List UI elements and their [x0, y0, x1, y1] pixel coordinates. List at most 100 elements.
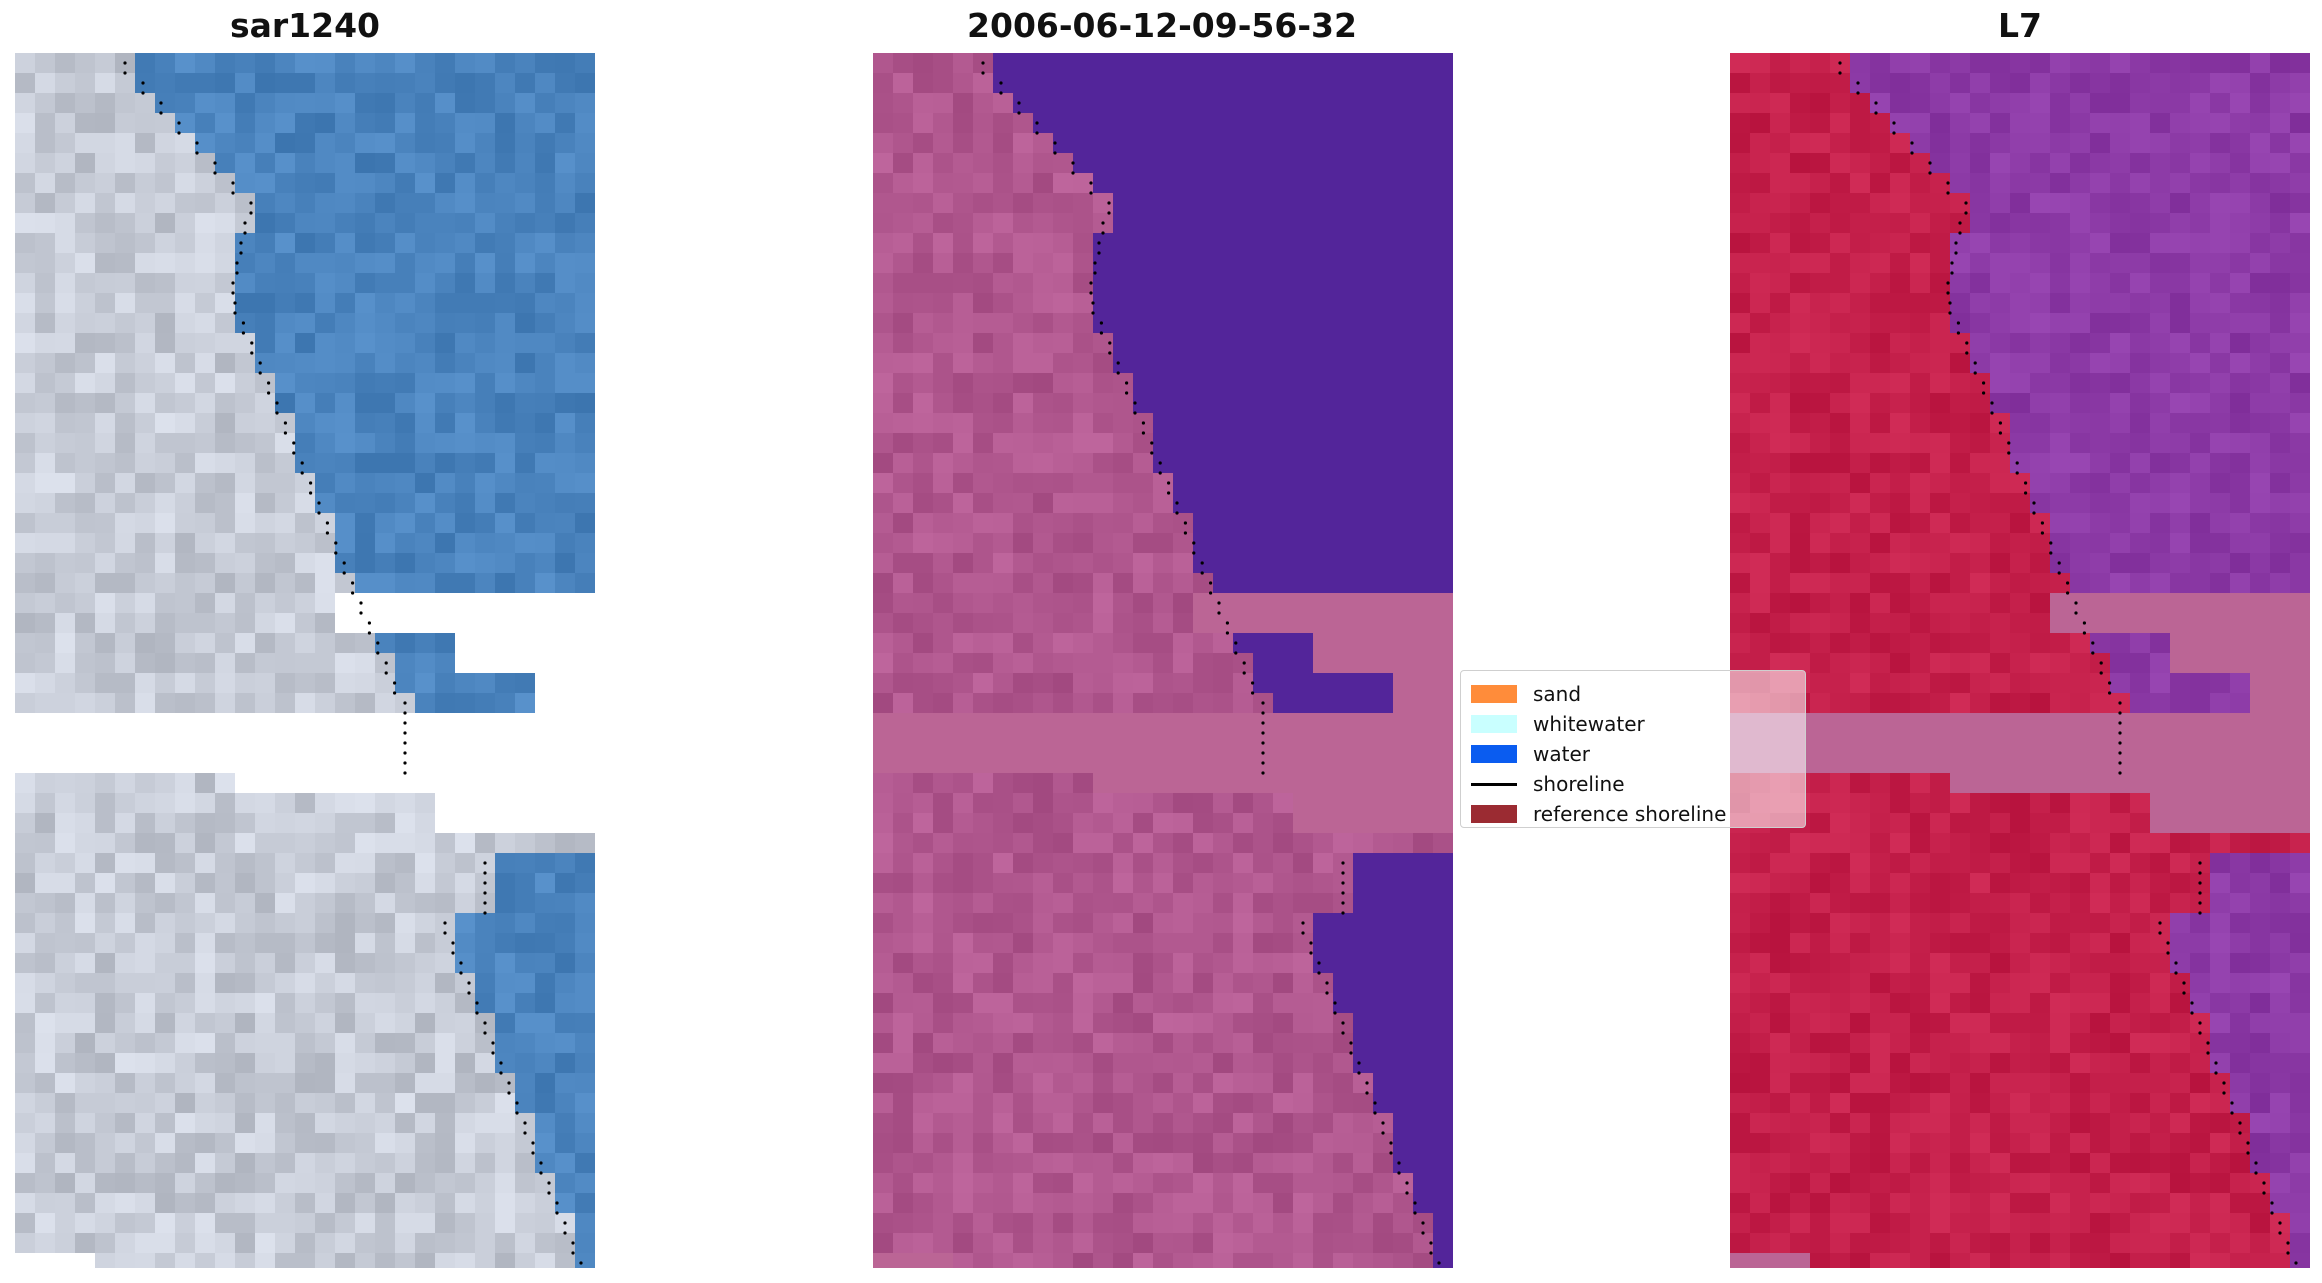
image-pixel [1910, 393, 1931, 414]
image-pixel [1033, 1133, 1054, 1154]
image-pixel [1770, 833, 1791, 854]
image-pixel [1373, 513, 1394, 534]
image-pixel [1433, 1193, 1453, 1214]
image-pixel [1053, 813, 1074, 834]
image-pixel [1113, 1073, 1134, 1094]
image-pixel [315, 933, 336, 954]
image-pixel [75, 133, 96, 154]
image-pixel [115, 633, 136, 654]
image-pixel [2250, 733, 2271, 754]
image-pixel [973, 773, 994, 794]
image-pixel [495, 73, 516, 94]
image-pixel [1830, 153, 1851, 174]
image-pixel [2030, 393, 2051, 414]
image-pixel [1433, 1133, 1453, 1154]
image-pixel [1033, 1113, 1054, 1134]
image-pixel [913, 933, 934, 954]
image-pixel [993, 1053, 1014, 1074]
image-pixel [355, 893, 376, 914]
image-pixel [2290, 493, 2310, 514]
image-pixel [2290, 653, 2310, 674]
image-pixel [175, 933, 196, 954]
image-pixel [115, 333, 136, 354]
image-pixel [1393, 353, 1414, 374]
image-pixel [1173, 273, 1194, 294]
image-pixel [215, 613, 236, 634]
image-pixel [335, 993, 356, 1014]
image-pixel [2170, 573, 2191, 594]
image-pixel [295, 313, 316, 334]
image-pixel [395, 353, 416, 374]
image-pixel [873, 933, 894, 954]
image-pixel [175, 373, 196, 394]
image-pixel [1053, 973, 1074, 994]
image-pixel [1133, 1113, 1154, 1134]
image-pixel [275, 553, 296, 574]
image-pixel [1353, 253, 1374, 274]
image-pixel [435, 333, 456, 354]
image-pixel [495, 413, 516, 434]
image-pixel [1173, 1253, 1194, 1268]
shoreline-dot [239, 241, 243, 245]
shoreline-dot [475, 1001, 479, 1005]
image-pixel [355, 213, 376, 234]
image-pixel [495, 853, 516, 874]
image-pixel [435, 933, 456, 954]
image-pixel [2110, 253, 2131, 274]
image-pixel [1950, 313, 1971, 334]
image-pixel [555, 253, 576, 274]
image-pixel [155, 1153, 176, 1174]
image-pixel [35, 773, 56, 794]
image-pixel [1850, 893, 1871, 914]
image-pixel [395, 913, 416, 934]
image-pixel [953, 493, 974, 514]
image-pixel [1910, 693, 1931, 714]
shoreline-dot [1116, 361, 1120, 365]
image-pixel [2150, 573, 2171, 594]
image-pixel [893, 1253, 914, 1268]
shoreline-dot [249, 201, 253, 205]
image-pixel [1233, 753, 1254, 774]
image-pixel [2030, 133, 2051, 154]
image-pixel [15, 993, 36, 1014]
image-pixel [175, 553, 196, 574]
image-pixel [1730, 613, 1751, 634]
image-pixel [415, 1213, 436, 1234]
image-pixel [993, 193, 1014, 214]
image-pixel [455, 1053, 476, 1074]
image-pixel [475, 1073, 496, 1094]
image-pixel [555, 1093, 576, 1114]
image-pixel [1890, 753, 1911, 774]
image-pixel [2230, 693, 2251, 714]
image-pixel [913, 193, 934, 214]
image-pixel [1113, 113, 1134, 134]
image-pixel [75, 413, 96, 434]
image-pixel [1073, 713, 1094, 734]
image-pixel [135, 113, 156, 134]
image-pixel [2010, 313, 2031, 334]
image-pixel [1173, 813, 1194, 834]
shoreline-dot [258, 361, 262, 365]
image-pixel [2250, 93, 2271, 114]
image-pixel [15, 393, 36, 414]
shoreline-dot [1301, 921, 1305, 925]
image-pixel [1433, 753, 1453, 774]
image-pixel [175, 953, 196, 974]
image-pixel [1313, 853, 1334, 874]
image-pixel [2030, 153, 2051, 174]
image-pixel [1033, 833, 1054, 854]
image-pixel [2070, 253, 2091, 274]
image-pixel [1970, 613, 1991, 634]
image-pixel [2010, 193, 2031, 214]
image-pixel [575, 333, 595, 354]
image-pixel [1153, 813, 1174, 834]
image-pixel [1830, 393, 1851, 414]
image-pixel [535, 713, 556, 734]
shoreline-dot [531, 1151, 535, 1155]
image-pixel [933, 873, 954, 894]
image-pixel [2070, 473, 2091, 494]
image-pixel [435, 1013, 456, 1034]
image-pixel [2050, 473, 2071, 494]
image-pixel [475, 953, 496, 974]
image-pixel [1930, 613, 1951, 634]
